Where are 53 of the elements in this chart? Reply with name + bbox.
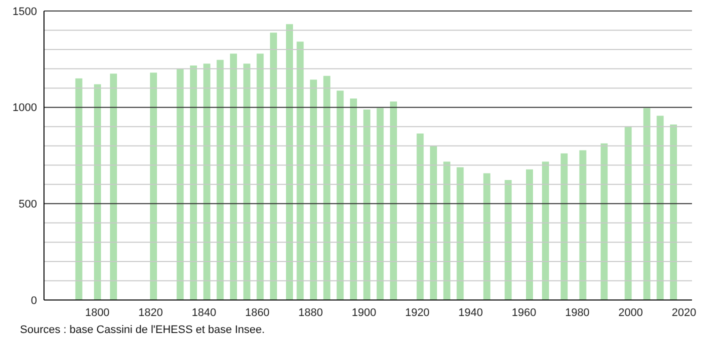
x-tick-label: 2020 (672, 306, 696, 319)
x-tick-label: 1940 (458, 306, 483, 319)
bar (579, 150, 586, 300)
y-tick-label: 0 (30, 294, 37, 307)
x-tick-label: 1920 (405, 306, 430, 319)
bar (336, 90, 344, 300)
bar (624, 126, 632, 300)
bar (376, 108, 384, 300)
bar (270, 32, 277, 300)
bar (542, 162, 549, 300)
bar (216, 60, 224, 300)
bar (443, 162, 450, 300)
x-tick-label: 1900 (352, 306, 376, 319)
bar (323, 76, 330, 300)
bar (656, 116, 664, 300)
bar (150, 72, 157, 300)
bar (643, 108, 650, 300)
bar (416, 134, 424, 300)
source-note: Sources : base Cassini de l'EHESS et base Insee. (20, 324, 266, 336)
bar (390, 102, 397, 300)
bar (243, 64, 250, 300)
y-tick-label: 1500 (12, 6, 37, 18)
bar (110, 74, 117, 300)
y-tick-label: 1000 (12, 102, 37, 114)
x-tick-label: 1960 (512, 306, 536, 319)
x-tick-label: 1820 (138, 306, 163, 319)
bar (600, 143, 608, 300)
bar (176, 68, 184, 300)
x-tick-label: 2000 (618, 306, 643, 319)
bar (310, 80, 317, 300)
bar (286, 24, 293, 300)
bar (203, 64, 210, 300)
x-tick-label: 1840 (192, 306, 216, 319)
bar (670, 124, 677, 300)
bar (230, 54, 237, 300)
bar (75, 78, 82, 300)
x-tick-label: 1980 (565, 306, 590, 319)
bar (190, 66, 197, 300)
bar (256, 54, 264, 300)
bar (430, 145, 437, 300)
bar (296, 42, 304, 300)
x-tick-label: 1880 (298, 306, 323, 319)
bar (526, 169, 533, 300)
bar (94, 84, 101, 300)
bar (350, 98, 357, 300)
bar (560, 153, 568, 300)
bar (483, 173, 490, 300)
y-tick-label: 500 (18, 198, 37, 211)
bar (363, 109, 370, 300)
bar (504, 180, 512, 300)
x-tick-label: 1860 (245, 306, 270, 319)
bar (456, 167, 464, 300)
x-tick-label: 1800 (85, 306, 110, 319)
